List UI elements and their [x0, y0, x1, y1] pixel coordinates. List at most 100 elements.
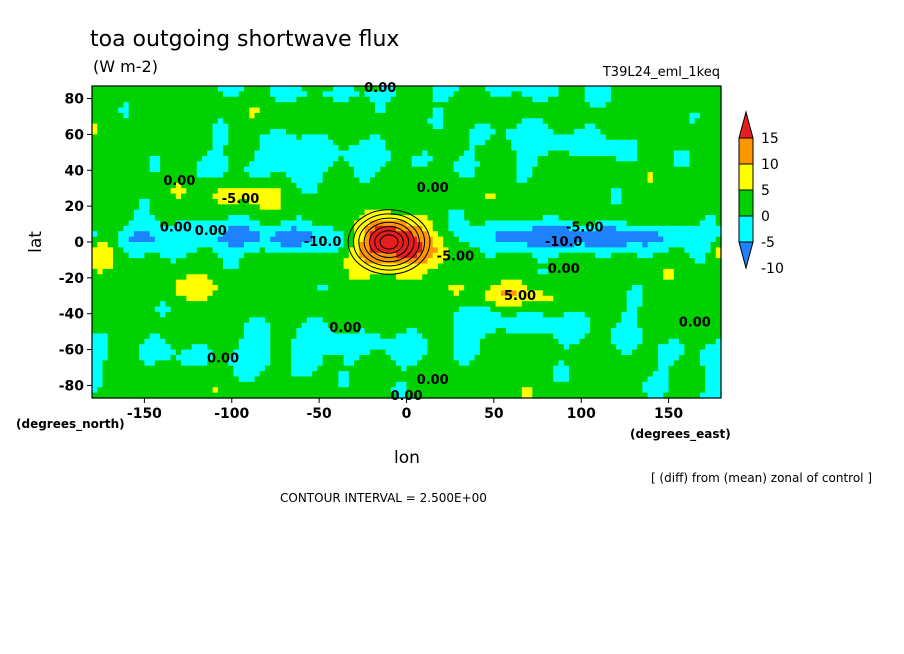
field-cell — [605, 236, 612, 243]
field-cell — [521, 258, 528, 265]
field-cell — [249, 290, 256, 297]
field-cell — [291, 263, 298, 270]
field-cell — [359, 161, 366, 168]
field-cell — [92, 301, 98, 308]
field-cell — [605, 177, 612, 184]
field-cell — [416, 258, 423, 265]
field-cell — [521, 198, 528, 205]
field-cell — [422, 188, 429, 195]
field-cell — [663, 198, 670, 205]
field-cell — [212, 290, 219, 297]
field-cell — [416, 204, 423, 211]
field-cell — [333, 290, 339, 297]
field-cell — [621, 285, 628, 292]
field-cell — [500, 252, 507, 259]
field-cell — [170, 177, 177, 184]
field-cell — [595, 193, 602, 200]
field-cell — [170, 252, 177, 259]
field-cell — [317, 290, 324, 297]
field-cell — [668, 96, 675, 103]
field-cell — [270, 215, 277, 222]
field-cell — [500, 231, 507, 238]
field-cell — [327, 225, 334, 232]
field-cell — [322, 209, 329, 216]
field-cell — [474, 139, 481, 146]
field-cell — [647, 139, 654, 146]
field-cell — [160, 118, 166, 125]
field-cell — [710, 134, 717, 141]
field-cell — [123, 215, 130, 222]
field-cell — [390, 96, 397, 103]
field-cell — [568, 118, 575, 125]
field-cell — [453, 268, 460, 275]
field-cell — [516, 204, 523, 211]
field-cell — [605, 161, 612, 168]
field-cell — [411, 209, 418, 216]
field-cell — [605, 279, 612, 286]
field-cell — [259, 166, 266, 173]
field-cell — [548, 290, 554, 297]
field-cell — [616, 155, 623, 162]
field-cell — [595, 166, 602, 173]
field-cell — [285, 188, 292, 195]
field-cell — [464, 172, 470, 179]
field-cell — [354, 150, 360, 157]
field-cell — [448, 123, 455, 130]
field-cell — [107, 258, 114, 265]
field-cell — [458, 102, 465, 109]
field-cell — [92, 306, 98, 313]
field-cell — [710, 139, 717, 146]
field-cell — [495, 268, 502, 275]
field-cell — [139, 96, 146, 103]
field-cell — [233, 182, 240, 189]
field-cell — [191, 285, 198, 292]
field-cell — [170, 242, 177, 248]
field-cell — [312, 129, 318, 136]
field-cell — [679, 91, 685, 98]
field-cell — [537, 145, 544, 152]
field-cell — [312, 172, 318, 179]
field-cell — [359, 252, 366, 259]
field-cell — [181, 182, 187, 189]
field-cell — [642, 155, 649, 162]
field-cell — [348, 204, 355, 211]
field-cell — [610, 123, 617, 130]
field-cell — [118, 96, 125, 103]
field-cell — [354, 236, 360, 243]
field-cell — [689, 193, 696, 200]
field-cell — [364, 166, 371, 173]
field-cell — [584, 274, 591, 281]
field-cell — [401, 295, 408, 302]
field-cell — [259, 172, 266, 179]
field-cell — [422, 279, 429, 286]
field-cell — [327, 129, 334, 136]
field-cell — [118, 150, 125, 157]
field-cell — [118, 161, 125, 168]
field-cell — [464, 102, 470, 109]
field-cell — [406, 295, 413, 302]
field-cell — [165, 107, 172, 114]
field-cell — [679, 123, 685, 130]
field-cell — [375, 107, 381, 114]
field-cell — [212, 301, 219, 308]
field-cell — [375, 279, 381, 286]
field-cell — [296, 139, 303, 146]
field-cell — [217, 155, 224, 162]
field-cell — [527, 268, 533, 275]
field-cell — [118, 193, 125, 200]
field-cell — [658, 145, 664, 152]
field-cell — [422, 263, 429, 270]
field-cell — [275, 198, 282, 205]
field-cell — [474, 301, 481, 308]
field-cell — [700, 155, 706, 162]
field-cell — [500, 96, 507, 103]
field-cell — [233, 118, 240, 125]
field-cell — [579, 220, 586, 227]
field-cell — [312, 242, 318, 248]
field-cell — [181, 118, 187, 125]
field-cell — [663, 166, 670, 173]
field-cell — [694, 129, 701, 136]
field-cell — [516, 86, 523, 92]
field-cell — [228, 91, 235, 98]
field-cell — [689, 155, 696, 162]
